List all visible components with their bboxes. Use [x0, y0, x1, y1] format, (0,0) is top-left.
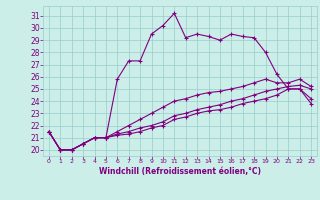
- X-axis label: Windchill (Refroidissement éolien,°C): Windchill (Refroidissement éolien,°C): [99, 167, 261, 176]
